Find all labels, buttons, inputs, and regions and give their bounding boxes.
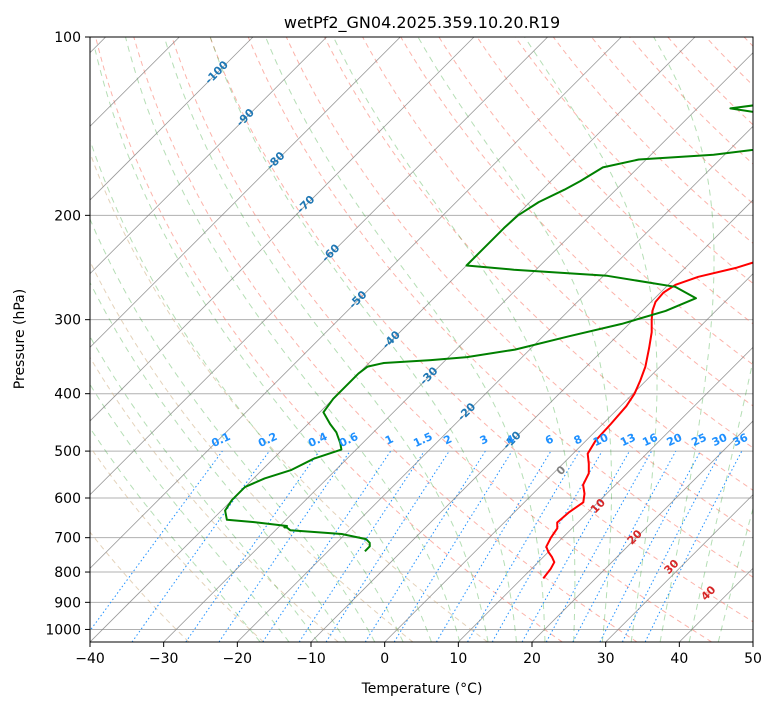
moist-adiabat-line: [688, 358, 753, 642]
y-tick-label: 1000: [45, 622, 81, 638]
dry-adiabat-line: [400, 37, 753, 407]
y-tick-label: 200: [54, 208, 81, 224]
mixing-ratio-label: 36: [731, 431, 751, 449]
isotherm-line: [90, 37, 548, 496]
isotherm-line: [90, 37, 475, 422]
isotherm-line: [752, 641, 753, 642]
isotherm-lines: [90, 37, 753, 642]
dry-adiabat-line: [209, 37, 753, 623]
moist-adiabat-line: [90, 335, 319, 642]
plot-background: [90, 37, 753, 642]
plot-frame: [89, 36, 754, 643]
isotherm-line: [531, 420, 753, 642]
dry-adiabat-line: [90, 151, 488, 642]
mixing-ratio-line: [262, 450, 392, 642]
mixing-ratio-label: 30: [710, 431, 730, 449]
isotherm-line: [310, 199, 753, 642]
x-axis-label: Temperature (°C): [361, 681, 483, 697]
mixing-ratio-line: [644, 450, 743, 642]
x-tick-label: 50: [744, 651, 762, 667]
y-tick-label: 300: [54, 313, 81, 329]
x-tick-label: −30: [149, 651, 179, 667]
temperature-profile-line: [542, 261, 753, 580]
mixing-ratio-line: [325, 450, 450, 642]
y-tick-label: 100: [54, 30, 81, 46]
x-tick-label: 40: [670, 651, 688, 667]
x-tick-label: 20: [523, 651, 541, 667]
mixing-ratio-label: 13: [618, 431, 637, 449]
isotherm-line: [90, 37, 622, 569]
moist-adiabat-line: [90, 281, 347, 642]
dry-adiabat-line: [90, 531, 190, 642]
axes-frame: [89, 36, 754, 643]
y-tick-label: 900: [54, 595, 81, 611]
moist-adiabat-line: [163, 37, 489, 642]
isotherm-line: [237, 125, 753, 642]
mixing-ratio-label: 10: [591, 431, 611, 449]
dry-adiabat-lines: [90, 37, 753, 642]
moist-adiabat-line: [90, 138, 404, 642]
moist-adiabat-line: [209, 37, 517, 642]
x-tick-label: −40: [75, 651, 105, 667]
dry-adiabat-line: [285, 37, 753, 534]
dewpoint-profile-line: [224, 104, 753, 552]
dry-adiabat-line: [362, 37, 753, 449]
moist-adiabat-line: [90, 427, 261, 642]
isotherm-line: [384, 273, 753, 642]
y-tick-label: 700: [54, 531, 81, 547]
y-tick-label: 500: [54, 444, 81, 460]
mixing-ratio-line: [185, 450, 320, 642]
dry-adiabat-line: [90, 356, 339, 642]
dry-adiabat-line: [90, 445, 264, 642]
moist-adiabat-line: [332, 37, 576, 642]
isotherm-line: [458, 346, 753, 642]
mixing-ratio-line: [298, 450, 425, 642]
dry-adiabat-line: [514, 37, 753, 285]
dry-adiabat-line: [133, 37, 638, 642]
moist-adiabat-line: [125, 37, 461, 642]
y-tick-label: 800: [54, 565, 81, 581]
chart-title: wetPf2_GN04.2025.359.10.20.R19: [284, 13, 560, 33]
dry-adiabat-line: [171, 37, 712, 642]
mixing-ratio-line: [131, 450, 270, 642]
moist-adiabat-line: [417, 37, 612, 642]
isobar-lines: [90, 37, 753, 630]
moist-adiabat-line: [524, 37, 658, 642]
x-tick-label: 10: [449, 651, 467, 667]
dry-adiabat-line: [247, 37, 753, 578]
isotherm-line: [90, 37, 696, 642]
mixing-ratio-line: [521, 450, 630, 642]
isotherm-line: [605, 494, 753, 642]
mixing-ratio-label: 25: [689, 431, 708, 449]
mixing-ratio-line: [218, 450, 351, 642]
isotherm-line: [90, 37, 254, 201]
moist-adiabat-line: [653, 37, 715, 642]
y-tick-label: 600: [54, 491, 81, 507]
moist-adiabat-lines: [90, 37, 753, 642]
y-tick-label: 400: [54, 387, 81, 403]
isotherm-line: [90, 37, 401, 348]
moist-adiabat-line: [90, 217, 376, 642]
mixing-ratio-line: [572, 450, 677, 642]
x-tick-label: 30: [597, 651, 615, 667]
mixing-ratio-line: [90, 450, 223, 632]
x-tick-label: −20: [223, 651, 253, 667]
moist-adiabat-line: [265, 37, 546, 642]
mixing-ratio-label: 16: [640, 431, 660, 449]
axis-ticks: −40 −30 −20 −10 0 10 20 30 40 50 100 200 300 400 500 60…: [45, 30, 762, 667]
mixing-ratio-label: 20: [665, 431, 685, 449]
isotherm-line: [90, 37, 327, 275]
plot-area: [90, 37, 753, 642]
mixing-ratio-line: [393, 450, 513, 642]
mixing-ratio-line: [545, 450, 653, 642]
x-tick-label: 0: [380, 651, 389, 667]
moist-adiabat-line: [94, 49, 432, 642]
isotherm-line: [163, 52, 753, 642]
y-axis-label: Pressure (hPa): [12, 289, 28, 389]
profile-series: [224, 104, 753, 580]
dry-adiabat-line: [95, 37, 563, 642]
x-tick-label: −10: [296, 651, 326, 667]
mixing-ratio-lines: [90, 450, 743, 642]
